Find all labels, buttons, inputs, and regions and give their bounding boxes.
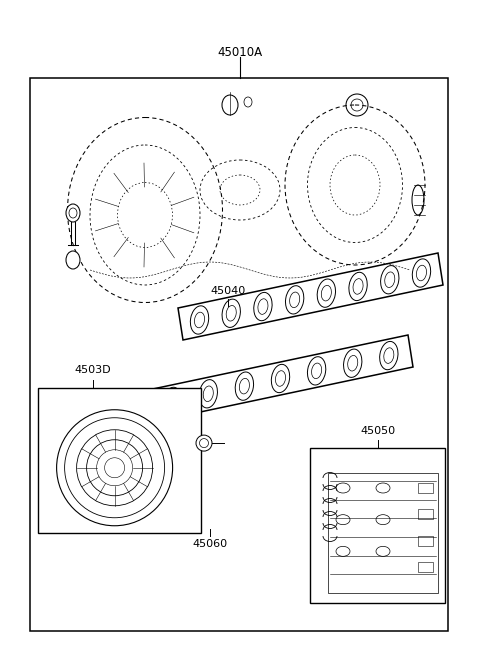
Ellipse shape [66,251,80,269]
Bar [418,483,433,493]
Bar [418,509,433,519]
Bar [38,388,201,533]
Bar [418,535,433,545]
Bar [30,78,448,631]
Ellipse shape [66,204,80,222]
Bar [418,562,433,572]
Text: 45040: 45040 [210,286,246,296]
Text: 45050: 45050 [360,426,396,436]
Text: 45060: 45060 [192,539,228,549]
Text: 4503D: 4503D [75,365,111,375]
Ellipse shape [196,435,212,451]
Bar [310,448,445,603]
Text: 45010A: 45010A [217,45,263,58]
Bar [328,473,438,593]
